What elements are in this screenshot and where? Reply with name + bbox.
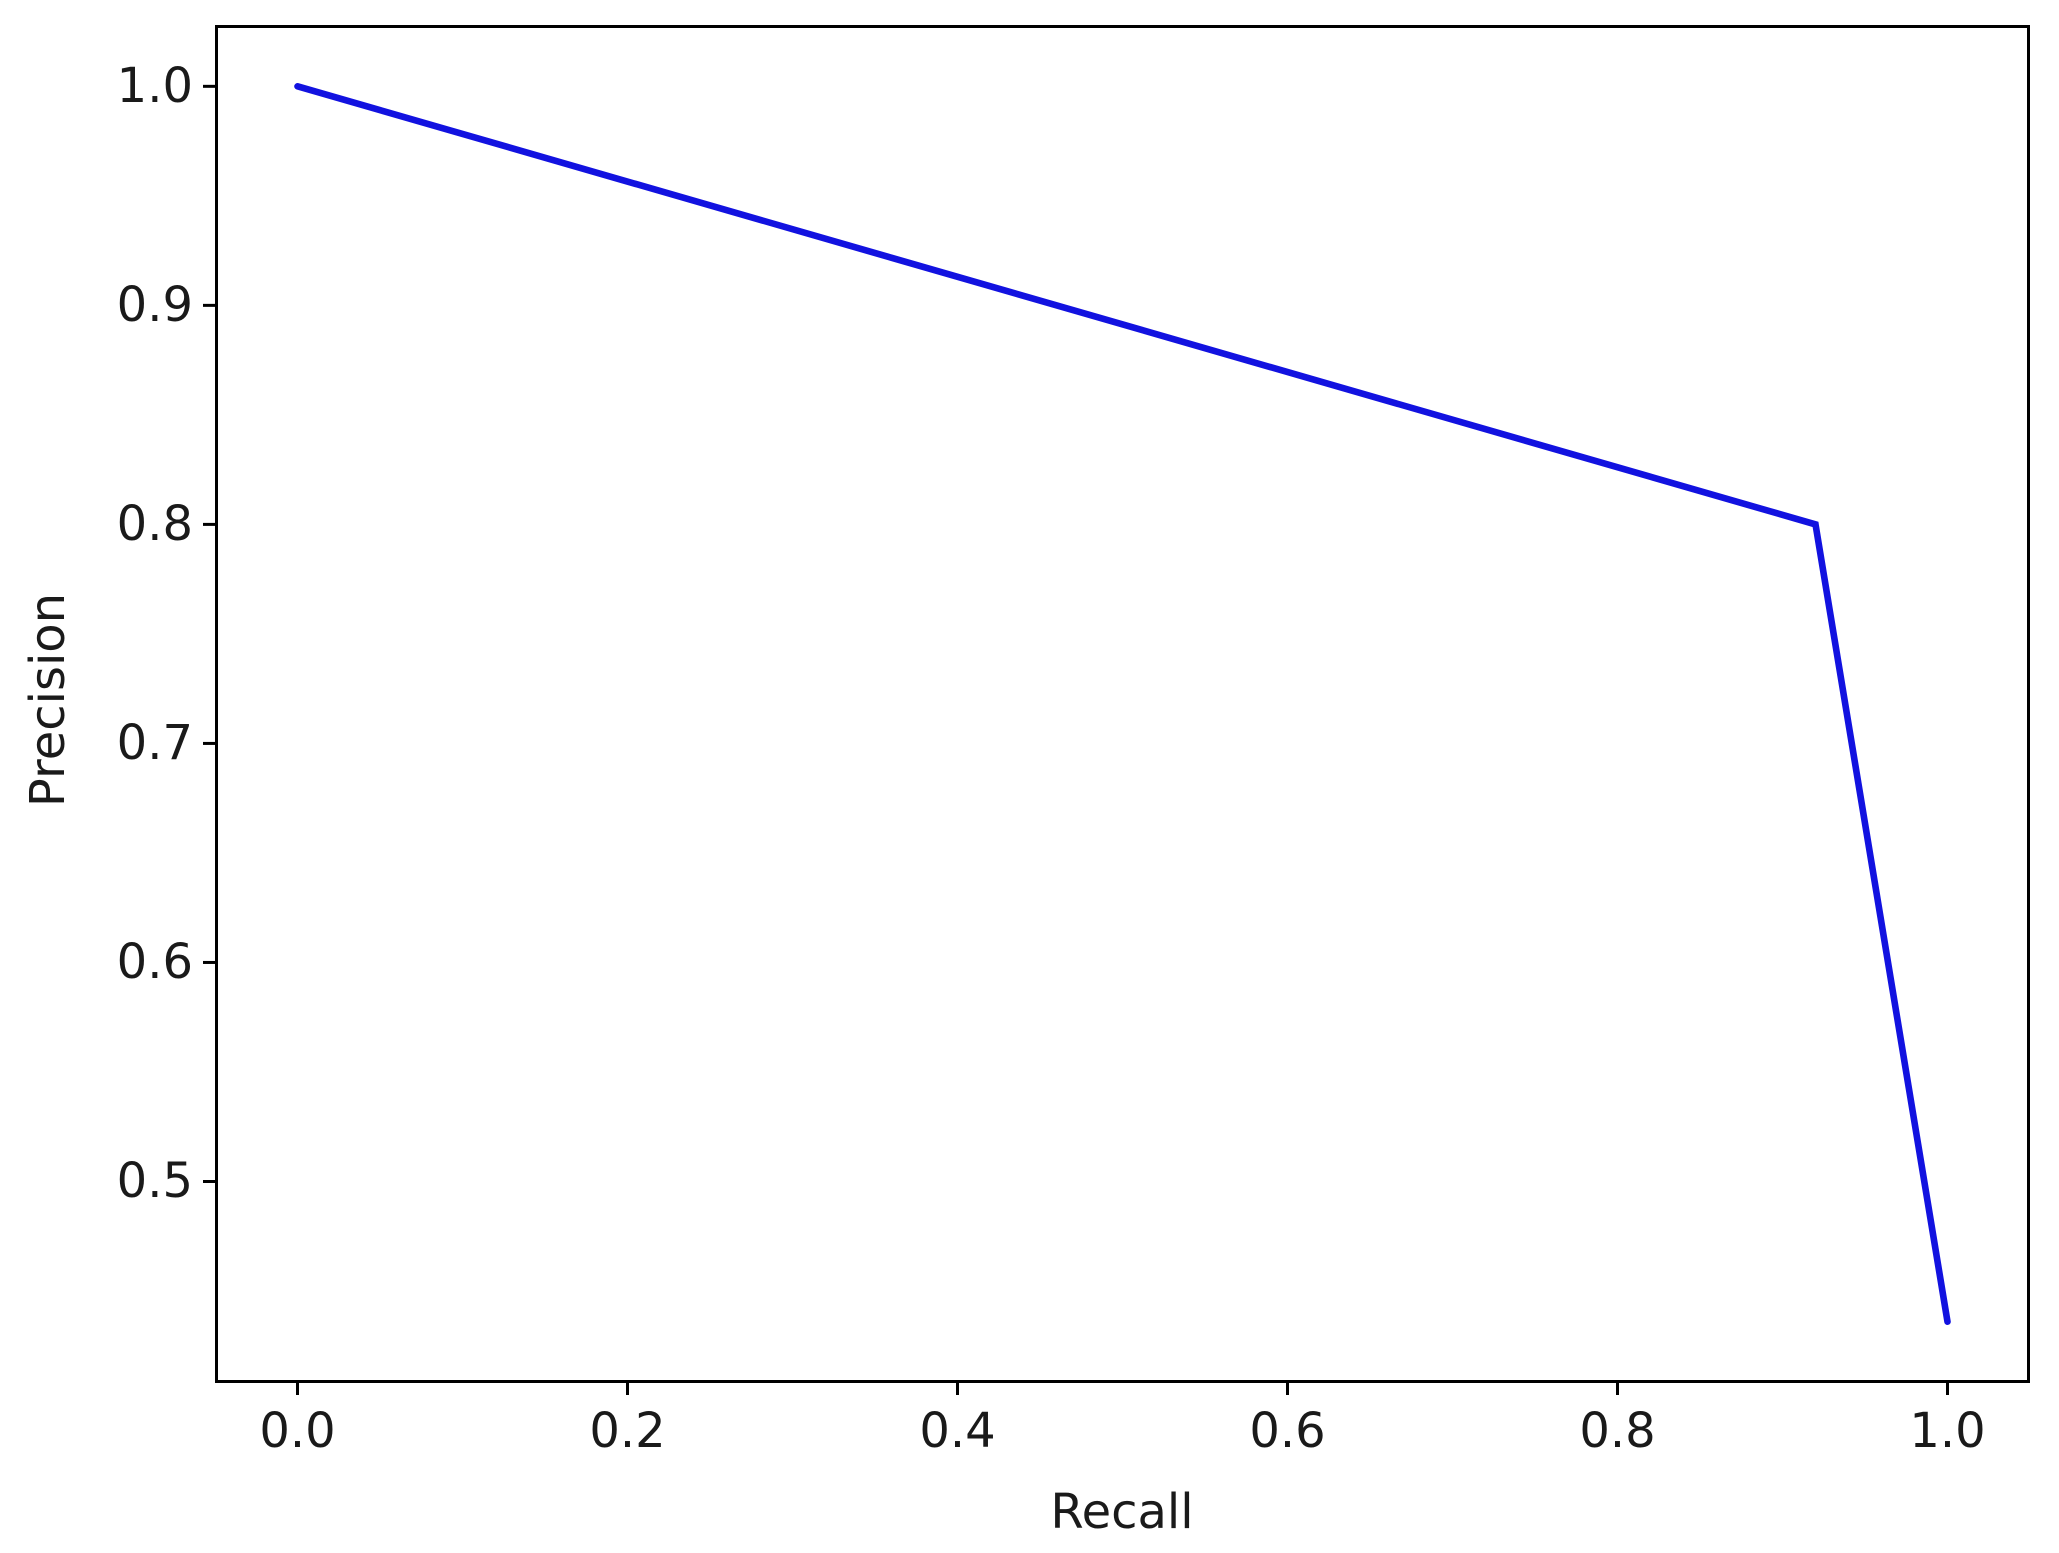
y-tick-label: 0.6 — [116, 934, 193, 991]
plot-area: 0.0 0.2 0.4 0.6 0.8 1.0 0.5 0.6 0.7 0.8 0.9 1.0 — [117, 25, 2030, 1455]
x-tick-label: 1.0 — [1909, 1403, 1986, 1459]
x-tick-label: 0.4 — [919, 1403, 996, 1459]
axes-spines — [215, 25, 2030, 1383]
precision-recall-curve-line — [294, 83, 1951, 1325]
y-axis-label: Precision — [20, 592, 76, 808]
y-tick-label: 0.9 — [116, 277, 193, 334]
x-tick-label: 0.2 — [589, 1403, 666, 1459]
x-tick-label: 0.8 — [1579, 1403, 1656, 1459]
y-tick-label: 0.8 — [116, 496, 193, 553]
x-axis-label: Recall — [1050, 1484, 1194, 1540]
y-tick-label: 0.7 — [116, 715, 193, 772]
y-tick-label: 0.5 — [116, 1153, 193, 1210]
pr-curve-plot — [203, 25, 2030, 1395]
y-tick-label: 1.0 — [116, 58, 193, 115]
x-tick-label: 0.0 — [259, 1403, 336, 1459]
x-tick-label: 0.6 — [1249, 1403, 1326, 1459]
